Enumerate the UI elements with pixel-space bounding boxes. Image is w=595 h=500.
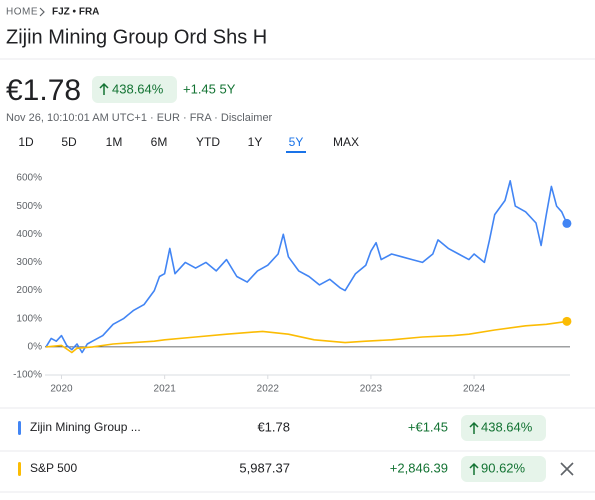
row-badge bbox=[461, 415, 546, 441]
y-tick-label: 200% bbox=[16, 285, 42, 296]
chart: -100% 0% 100% 200% 300% 400% 500% 600% 2020 2021 2… bbox=[13, 173, 572, 395]
breadcrumb-home[interactable]: HOME bbox=[6, 7, 38, 18]
change-badge bbox=[92, 76, 177, 103]
up-arrow bbox=[469, 421, 479, 434]
title: Zijin Mining Group Ord Shs H bbox=[6, 26, 267, 48]
range-tab[interactable]: MAX bbox=[333, 135, 359, 149]
y-tick-label: 600% bbox=[16, 173, 42, 184]
row-badge bbox=[461, 456, 546, 482]
end-marker bbox=[562, 316, 572, 326]
range-tab[interactable]: 5Y bbox=[289, 135, 304, 149]
y-tick-label: 300% bbox=[16, 257, 42, 268]
x-tick-label: 2022 bbox=[257, 384, 280, 395]
x-tick-label: 2020 bbox=[50, 384, 73, 395]
range-tab[interactable]: 5D bbox=[61, 135, 77, 149]
breadcrumb-ticker: FJZ • FRA bbox=[52, 7, 99, 18]
x-tick-label: 2023 bbox=[360, 384, 383, 395]
meta: Nov 26, 10:10:01 AM UTC+1 · EUR · FRA · … bbox=[6, 112, 273, 124]
series-swatch bbox=[18, 421, 21, 435]
range-tab[interactable]: 1D bbox=[18, 135, 34, 149]
line bbox=[45, 180, 568, 354]
range-tab[interactable]: 1M bbox=[106, 135, 123, 149]
end-marker bbox=[562, 218, 572, 228]
breadcrumb-chevron bbox=[39, 7, 45, 17]
y-tick-label: -100% bbox=[13, 370, 42, 381]
series-name: S&P 500 bbox=[30, 461, 77, 475]
x-tick-label: 2021 bbox=[154, 384, 177, 395]
up-arrow bbox=[469, 462, 479, 475]
range-tab-underline bbox=[286, 151, 306, 153]
series-swatch bbox=[18, 462, 21, 476]
line bbox=[45, 320, 568, 354]
x-tick-label: 2024 bbox=[463, 384, 486, 395]
price: €1.78 bbox=[6, 74, 81, 107]
row-change-percent: 438.64% bbox=[481, 419, 533, 434]
change-percent: 438.64% bbox=[112, 81, 164, 96]
comparison-table: Zijin Mining Group ... €1.78 +€1.45 438.64%… bbox=[0, 407, 595, 493]
y-tick-label: 500% bbox=[16, 201, 42, 212]
row-price: 5,987.37 bbox=[239, 460, 290, 475]
y-tick-label: 400% bbox=[16, 229, 42, 240]
row-change: +2,846.39 bbox=[390, 460, 448, 475]
range-tab[interactable]: 6M bbox=[151, 135, 168, 149]
remove-button[interactable] bbox=[560, 462, 574, 476]
range-tabs: 1D 5D 1M 6M YTD 1Y 5Y MAX bbox=[18, 135, 359, 153]
row-change: +€1.45 bbox=[408, 419, 448, 434]
up-arrow bbox=[99, 82, 109, 95]
y-tick-label: 0% bbox=[28, 341, 43, 352]
range-tab[interactable]: YTD bbox=[196, 135, 220, 149]
row-price: €1.78 bbox=[257, 419, 290, 434]
y-tick-label: 100% bbox=[16, 313, 42, 324]
row-change-percent: 90.62% bbox=[481, 460, 526, 475]
series-name: Zijin Mining Group ... bbox=[30, 420, 141, 434]
range-tab[interactable]: 1Y bbox=[248, 135, 263, 149]
change: +1.45 5Y bbox=[183, 81, 236, 96]
